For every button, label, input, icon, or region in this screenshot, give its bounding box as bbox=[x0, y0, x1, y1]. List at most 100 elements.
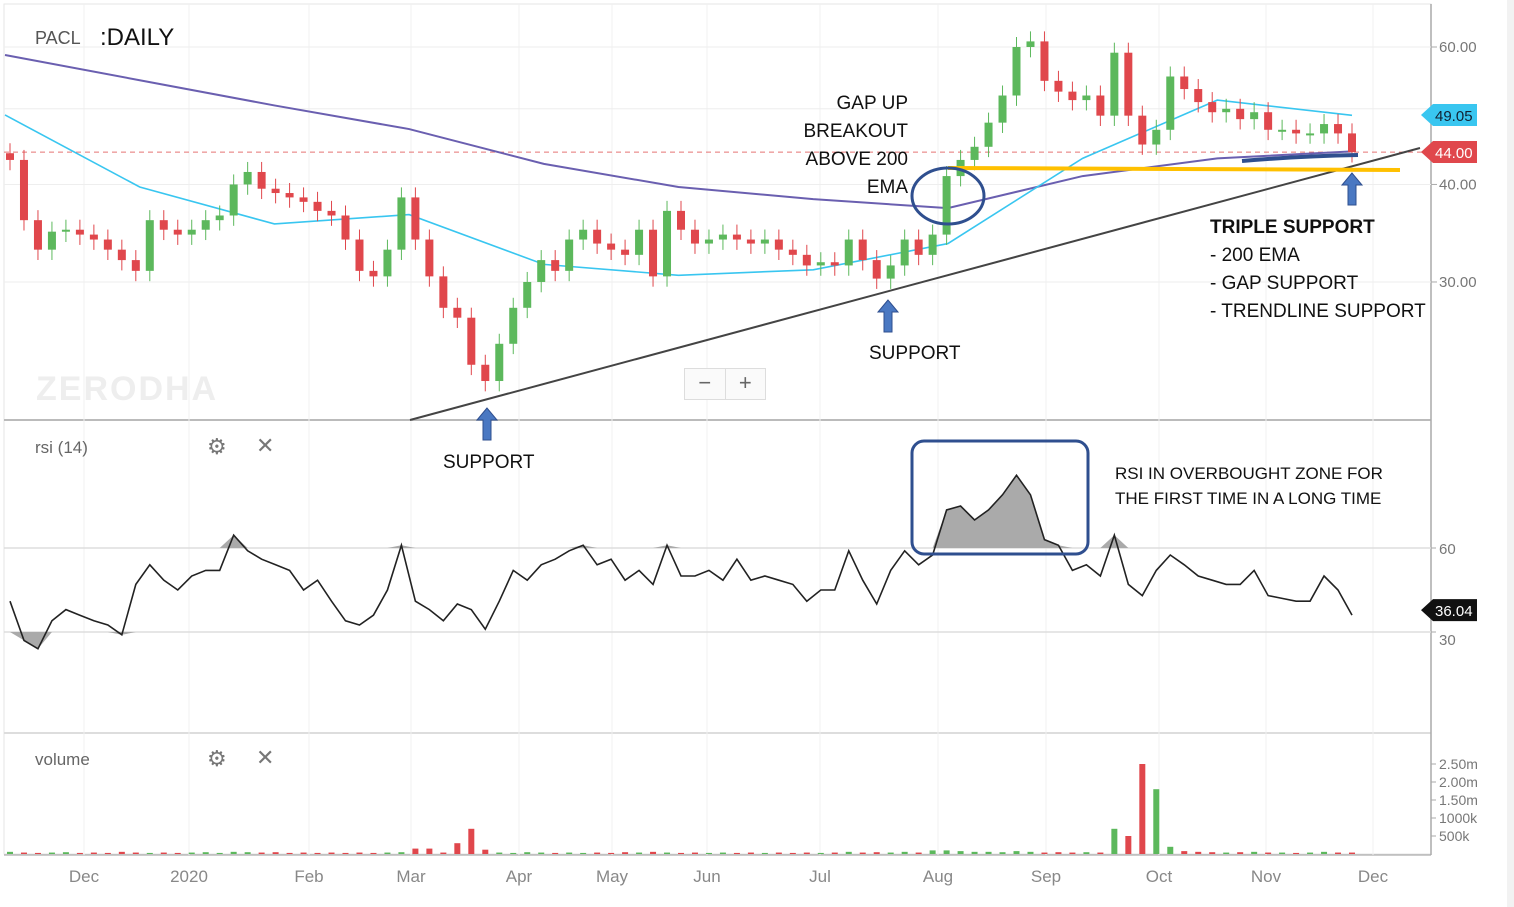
volume-bar bbox=[929, 850, 936, 854]
volume-bar bbox=[971, 851, 978, 854]
candle bbox=[998, 95, 1007, 123]
annotation-line: GAP UP bbox=[836, 93, 908, 114]
volume-bar bbox=[1335, 852, 1342, 854]
candle bbox=[243, 171, 252, 185]
x-tick-label: Nov bbox=[1251, 867, 1282, 886]
volume-bar bbox=[1013, 851, 1020, 854]
volume-tick-label: 1000k bbox=[1439, 810, 1478, 826]
volume-bar bbox=[314, 852, 321, 854]
close-icon[interactable]: ✕ bbox=[256, 433, 275, 458]
volume-bar bbox=[985, 851, 992, 854]
ema-short-line bbox=[4, 99, 1353, 277]
volume-bar bbox=[496, 852, 503, 854]
volume-bar bbox=[747, 852, 754, 854]
close-icon[interactable]: ✕ bbox=[256, 745, 275, 770]
candle bbox=[397, 197, 406, 250]
x-tick-label: Jun bbox=[693, 867, 720, 886]
gear-icon[interactable]: ⚙ bbox=[207, 746, 227, 771]
volume-bar bbox=[691, 852, 698, 854]
volume-bar bbox=[342, 852, 349, 854]
last-price-tag-bg bbox=[1421, 141, 1477, 163]
candle bbox=[131, 260, 140, 271]
candle bbox=[1012, 47, 1021, 96]
rsi-panel-title: rsi (14) bbox=[35, 438, 88, 457]
x-tick-label: Sep bbox=[1031, 867, 1061, 886]
volume-bar bbox=[705, 852, 712, 854]
candle bbox=[677, 210, 685, 230]
volume-bar bbox=[216, 852, 223, 854]
candle bbox=[1320, 124, 1329, 134]
scrollbar[interactable] bbox=[1507, 0, 1514, 907]
volume-bar bbox=[1307, 852, 1314, 854]
volume-bar bbox=[887, 852, 894, 854]
volume-bar bbox=[1167, 846, 1174, 854]
volume-bar bbox=[1279, 852, 1286, 854]
volume-bar bbox=[272, 852, 279, 854]
y-tick-label: 40.00 bbox=[1439, 176, 1477, 193]
volume-bar bbox=[566, 852, 573, 854]
volume-bar bbox=[62, 852, 69, 854]
candle bbox=[495, 343, 504, 382]
candle bbox=[467, 317, 476, 365]
volume-bar bbox=[146, 852, 153, 854]
candle bbox=[802, 254, 811, 266]
candle bbox=[439, 276, 448, 308]
volume-bar bbox=[230, 851, 237, 854]
candle bbox=[481, 364, 490, 382]
volume-bar bbox=[999, 852, 1006, 854]
annotation-title: TRIPLE SUPPORT bbox=[1210, 217, 1375, 238]
volume-bar bbox=[831, 852, 838, 854]
volume-bar bbox=[454, 843, 461, 854]
annotation-triple-support: TRIPLE SUPPORT - 200 EMA - GAP SUPPORT -… bbox=[1210, 214, 1426, 326]
volume-bar bbox=[132, 852, 139, 854]
volume-bar bbox=[384, 852, 391, 854]
volume-bar bbox=[1265, 852, 1272, 854]
candle bbox=[607, 243, 616, 250]
candle bbox=[1348, 133, 1356, 153]
volume-bar bbox=[803, 852, 810, 854]
gap-support-line bbox=[947, 166, 1401, 172]
zoom-out-button[interactable]: − bbox=[685, 369, 726, 399]
volume-bar bbox=[761, 852, 768, 854]
x-tick-label: May bbox=[596, 867, 629, 886]
volume-bar bbox=[440, 852, 447, 854]
interval-selector[interactable]: :DAILY bbox=[100, 24, 175, 51]
volume-bar bbox=[580, 852, 587, 854]
volume-bar bbox=[873, 852, 880, 854]
candle bbox=[271, 188, 280, 194]
volume-bar bbox=[48, 852, 55, 854]
candle bbox=[816, 262, 825, 266]
candle bbox=[858, 239, 867, 261]
volume-tick-label: 1.50m bbox=[1439, 792, 1478, 808]
candle bbox=[1166, 76, 1175, 130]
candle bbox=[844, 239, 853, 266]
candle bbox=[830, 262, 839, 266]
annotation-gap-up: GAP UP BREAKOUT ABOVE 200 EMA bbox=[780, 90, 908, 202]
candle bbox=[299, 197, 308, 202]
gear-icon[interactable]: ⚙ bbox=[207, 434, 227, 459]
candle bbox=[1026, 41, 1035, 47]
candle bbox=[1180, 76, 1189, 90]
candle bbox=[663, 210, 672, 277]
x-tick-label: Oct bbox=[1146, 867, 1173, 886]
candle bbox=[19, 159, 28, 221]
candle bbox=[1152, 129, 1161, 145]
volume-bar bbox=[1139, 764, 1146, 854]
zoom-in-button[interactable]: + bbox=[738, 370, 752, 395]
candle bbox=[1054, 80, 1063, 92]
volume-bar bbox=[258, 852, 265, 854]
x-tick-label: Dec bbox=[69, 867, 100, 886]
volume-bar bbox=[1055, 852, 1062, 854]
volume-bar bbox=[859, 852, 866, 854]
candle bbox=[537, 260, 546, 282]
support-arrow-icon bbox=[475, 407, 499, 441]
candle bbox=[355, 239, 364, 271]
candle bbox=[970, 146, 979, 160]
candle bbox=[201, 220, 210, 230]
candle bbox=[1110, 52, 1119, 116]
annotation-line: - GAP SUPPORT bbox=[1210, 273, 1359, 294]
volume-bar bbox=[328, 852, 335, 854]
volume-bar bbox=[664, 852, 671, 854]
candle bbox=[928, 234, 937, 255]
